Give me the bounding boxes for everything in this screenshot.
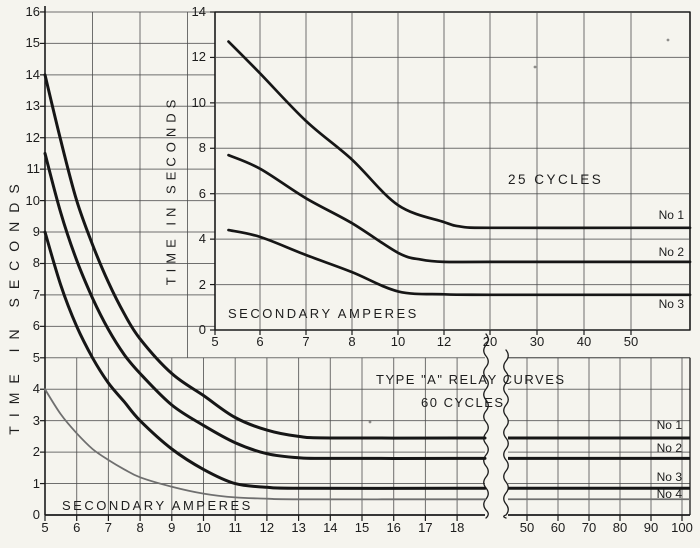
main-y-tick-label: 15 xyxy=(25,35,40,51)
inset-x-axis-title: SECONDARY AMPERES xyxy=(228,306,419,321)
scan-speck xyxy=(533,65,537,69)
inset-chart-title: 25 CYCLES xyxy=(508,172,604,187)
inset-curve-no1 xyxy=(227,40,692,230)
main-x-tick-label: 17 xyxy=(418,520,433,535)
main-x-tick-label: 6 xyxy=(73,520,81,535)
main-x-tick-label: 18 xyxy=(449,520,465,535)
main-y-tick-label: 13 xyxy=(25,98,40,114)
main-x-tick-label: 10 xyxy=(196,520,211,535)
inset-y-tick-label: 4 xyxy=(198,231,206,247)
main-x-tick-label: 5 xyxy=(41,520,49,535)
main-y-tick-label: 0 xyxy=(32,507,40,522)
inset-x-tick-label: 10 xyxy=(390,334,406,349)
inset-y-axis-title: TIME IN SECONDS xyxy=(163,94,179,286)
scan-speck xyxy=(368,420,372,424)
inset-x-tick-label: 6 xyxy=(256,334,264,349)
inset-y-tick-label: 10 xyxy=(191,94,206,110)
inset-y-tick-label: 6 xyxy=(198,185,206,201)
main-y-tick-label: 6 xyxy=(32,318,40,334)
main-y-tick-label: 9 xyxy=(32,224,40,240)
main-curve-label-no2: No 2 xyxy=(656,441,682,456)
inset-curve-label-no2: No 2 xyxy=(658,244,684,259)
main-curve-no3 xyxy=(43,230,487,490)
scan-speck xyxy=(666,38,670,42)
main-x-tick-label: 9 xyxy=(168,520,176,535)
main-curve-no4 xyxy=(44,388,486,501)
main-x-tick-label: 50 xyxy=(519,520,535,535)
main-x-tick-label: 8 xyxy=(136,520,144,535)
inset-curve-label-no1: No 1 xyxy=(658,207,684,222)
main-x-tick-label: 80 xyxy=(612,520,628,535)
main-x-axis-title: SECONDARY AMPERES xyxy=(62,498,253,513)
main-curve-label-no4: No 4 xyxy=(656,487,682,502)
main-y-tick-label: 1 xyxy=(32,475,40,491)
main-x-tick-label: 13 xyxy=(291,520,306,535)
inset-curve-no2 xyxy=(227,153,692,264)
main-y-tick-label: 2 xyxy=(32,444,40,460)
inset-x-tick-label: 50 xyxy=(623,334,639,349)
main-x-tick-label: 70 xyxy=(581,520,597,535)
main-y-tick-label: 3 xyxy=(32,412,40,428)
main-y-tick-label: 12 xyxy=(25,129,40,145)
inset-y-tick-label: 12 xyxy=(191,49,206,65)
inset-x-tick-label: 20 xyxy=(482,334,498,349)
main-x-tick-label: 90 xyxy=(643,520,659,535)
inset-y-tick-label: 14 xyxy=(191,4,206,19)
inset-x-tick-label: 12 xyxy=(436,334,452,349)
inset-x-tick-label: 8 xyxy=(348,334,356,349)
main-chart-subtitle: 60 CYCLES xyxy=(421,395,505,410)
main-y-tick-label: 7 xyxy=(32,286,40,302)
inset-y-tick-label: 8 xyxy=(198,140,206,156)
main-chart-title: TYPE "A" RELAY CURVES xyxy=(376,372,566,387)
main-x-tick-label: 11 xyxy=(228,520,242,535)
main-x-tick-label: 14 xyxy=(323,520,338,535)
inset-curve-no3 xyxy=(227,228,692,297)
main-y-tick-label: 8 xyxy=(32,255,40,271)
main-x-tick-label: 12 xyxy=(259,520,275,535)
main-x-tick-label: 7 xyxy=(104,520,112,535)
axis-break-left-edge xyxy=(483,333,489,519)
inset-curve-label-no3: No 3 xyxy=(658,296,684,311)
main-x-tick-label: 15 xyxy=(354,520,370,535)
inset-x-tick-label: 40 xyxy=(576,334,592,349)
main-y-tick-label: 5 xyxy=(32,349,40,365)
axis-break-right-edge xyxy=(503,349,509,519)
inset-y-tick-label: 0 xyxy=(198,322,206,337)
main-y-tick-label: 11 xyxy=(26,161,41,177)
main-y-tick-label: 4 xyxy=(32,381,40,397)
main-curve-label-no3: No 3 xyxy=(656,470,682,485)
inset-x-tick-label: 30 xyxy=(529,334,545,349)
main-x-tick-label: 100 xyxy=(671,520,693,535)
main-x-tick-label: 16 xyxy=(386,520,401,535)
main-curve-label-no1: No 1 xyxy=(656,417,682,432)
inset-y-tick-label: 2 xyxy=(198,276,206,292)
main-curve-no1 xyxy=(43,73,487,440)
main-y-tick-label: 14 xyxy=(25,66,40,82)
inset-x-tick-label: 5 xyxy=(211,334,219,349)
inset-border xyxy=(214,11,691,331)
main-y-tick-label: 16 xyxy=(25,3,40,19)
main-y-tick-label: 10 xyxy=(25,192,40,208)
main-curve-no2 xyxy=(43,151,487,460)
main-x-tick-label: 60 xyxy=(550,520,566,535)
inset-x-tick-label: 7 xyxy=(302,334,310,349)
